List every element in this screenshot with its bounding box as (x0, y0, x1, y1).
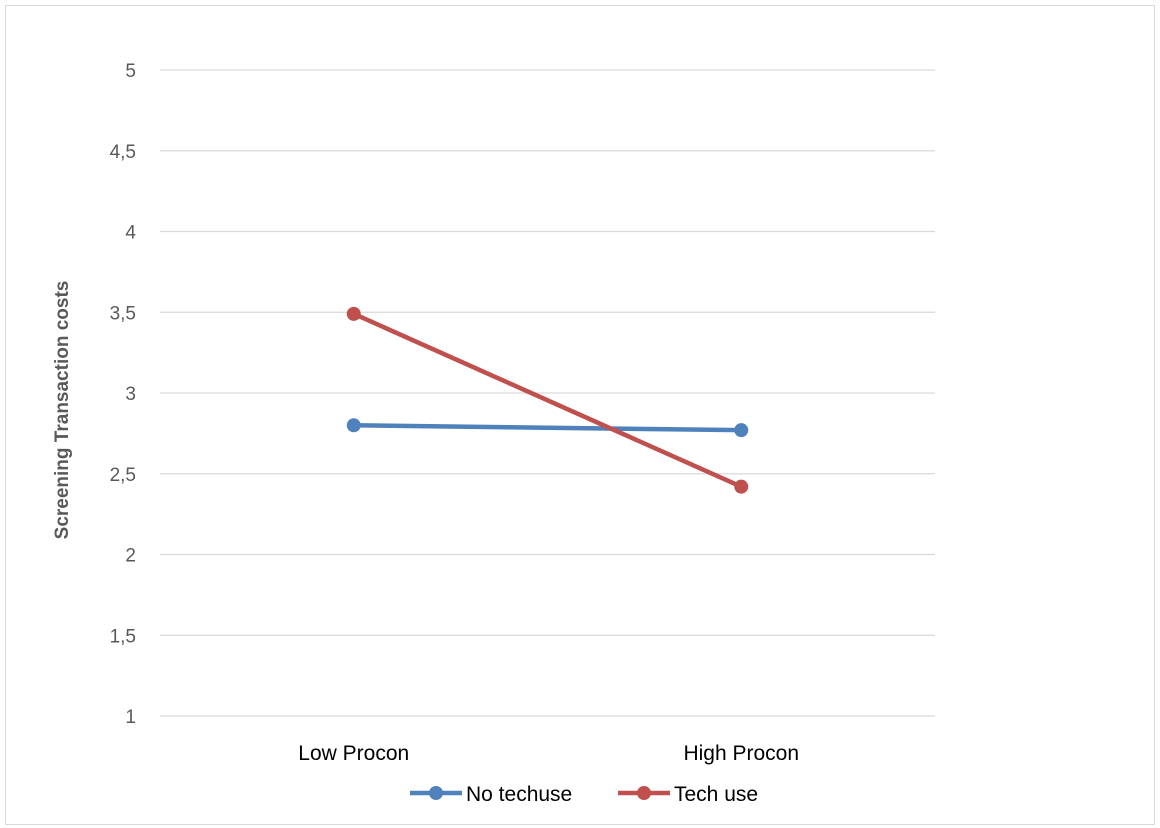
y-tick-label: 5 (125, 61, 136, 82)
y-tick-label: 1,5 (110, 626, 136, 647)
x-axis-category-labels: Low Procon High Procon (298, 742, 799, 765)
y-tick-label: 1 (125, 707, 136, 728)
series-line (352, 311, 743, 489)
y-tick-label: 4 (125, 223, 136, 244)
data-point (734, 479, 749, 494)
x-category-label: High Procon (683, 742, 799, 765)
legend-label: Tech use (674, 783, 758, 806)
y-tick-label: 4,5 (110, 142, 136, 163)
legend-swatch-marker (429, 786, 443, 800)
y-axis-tick-labels: 1 1,5 2 2,5 3 3,5 4 4,5 5 (110, 61, 137, 728)
data-point (346, 306, 361, 321)
y-axis-title: Screening Transaction costs (52, 281, 73, 540)
series-line (353, 423, 742, 433)
series-layer (346, 306, 749, 494)
legend-swatch-marker (637, 786, 651, 800)
legend: No techuse Tech use (410, 783, 758, 806)
y-tick-label: 2,5 (110, 465, 136, 486)
y-tick-label: 2 (125, 546, 136, 567)
gridlines (160, 69, 935, 717)
legend-label: No techuse (466, 783, 572, 806)
data-point (734, 423, 749, 438)
x-category-label: Low Procon (298, 742, 409, 765)
y-tick-label: 3,5 (110, 303, 136, 324)
y-tick-label: 3 (125, 384, 136, 405)
data-point (346, 418, 361, 433)
